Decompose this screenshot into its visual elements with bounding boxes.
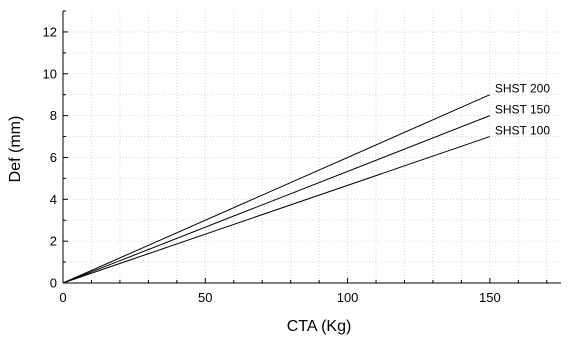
series-end-label: SHST 100 xyxy=(495,124,550,138)
y-tick-label: 6 xyxy=(50,150,57,165)
x-axis-title: CTA (Kg) xyxy=(287,318,352,335)
x-tick-label: 100 xyxy=(337,290,359,305)
series-end-label: SHST 150 xyxy=(495,103,550,117)
grid xyxy=(63,11,561,283)
series-end-label: SHST 200 xyxy=(495,82,550,96)
axes xyxy=(62,10,561,284)
series-line xyxy=(62,136,491,284)
y-tick-label: 8 xyxy=(50,108,57,123)
y-tick-label: 4 xyxy=(50,192,57,207)
y-tick-label: 10 xyxy=(43,66,57,81)
series-line xyxy=(62,94,491,284)
series-lines xyxy=(62,94,491,284)
y-tick-label: 2 xyxy=(50,234,57,249)
y-tick-label: 0 xyxy=(50,276,57,291)
y-tick-label: 12 xyxy=(43,24,57,39)
y-axis-title: Def (mm) xyxy=(7,116,24,183)
x-tick-label: 0 xyxy=(59,290,66,305)
tick-labels: 0 50 100 150 0 2 4 6 8 10 12 SHST 200 SHST 150 SHST 1… xyxy=(43,24,551,305)
series-line xyxy=(62,115,491,284)
x-tick-label: 150 xyxy=(479,290,501,305)
x-tick-label: 50 xyxy=(198,290,212,305)
